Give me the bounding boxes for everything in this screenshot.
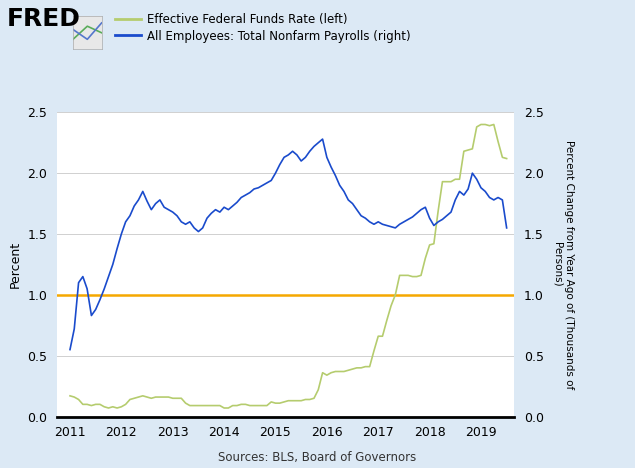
Legend: Effective Federal Funds Rate (left), All Employees: Total Nonfarm Payrolls (righ: Effective Federal Funds Rate (left), All…: [110, 8, 416, 47]
Text: Sources: BLS, Board of Governors: Sources: BLS, Board of Governors: [218, 451, 417, 464]
Text: FRED: FRED: [6, 7, 80, 31]
Y-axis label: Percent: Percent: [9, 241, 22, 288]
Y-axis label: Percent Change from Year Ago of (Thousands of
Persons): Percent Change from Year Ago of (Thousan…: [552, 140, 574, 389]
